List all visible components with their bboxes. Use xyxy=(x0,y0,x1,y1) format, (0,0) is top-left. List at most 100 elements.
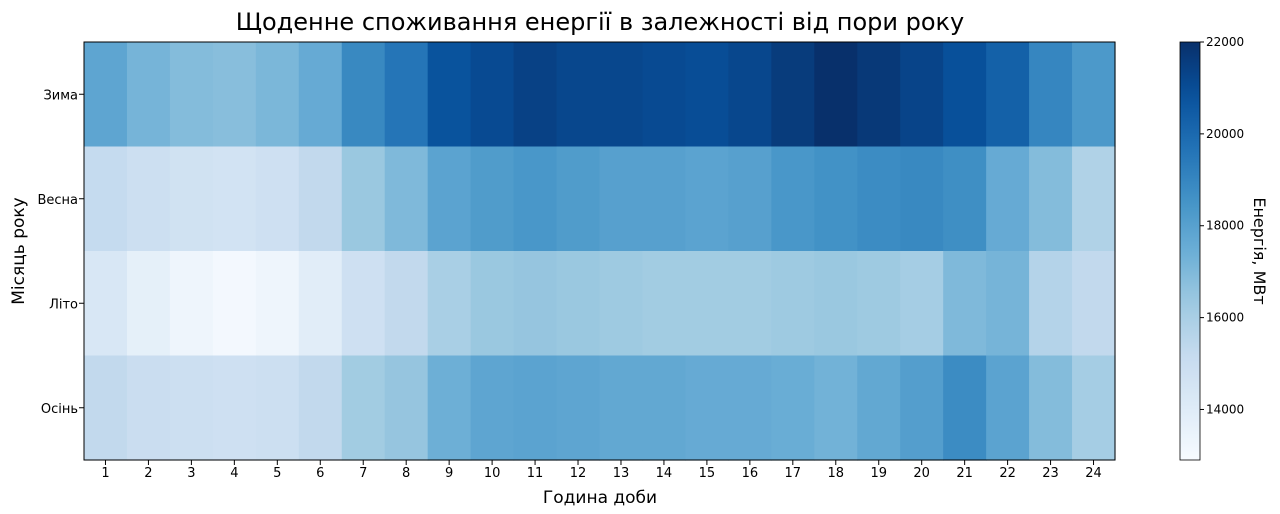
heatmap-cell xyxy=(341,42,386,148)
heatmap-cell xyxy=(84,251,128,357)
heatmap-cell xyxy=(427,42,472,148)
heatmap-cell xyxy=(728,251,772,357)
heatmap-cell xyxy=(1029,355,1073,461)
heatmap-cell xyxy=(427,146,472,252)
heatmap-cell xyxy=(986,42,1030,148)
x-tick-label: 23 xyxy=(1042,466,1059,481)
y-tick-label: Осінь xyxy=(41,402,78,417)
heatmap-cells xyxy=(84,42,1116,461)
heatmap-cell xyxy=(900,251,944,357)
x-tick-label: 8 xyxy=(402,466,410,481)
colorbar-tick-label: 22000 xyxy=(1206,35,1244,49)
heatmap-cell xyxy=(169,355,214,461)
heatmap-cell xyxy=(943,42,987,148)
heatmap-cell xyxy=(1029,42,1073,148)
heatmap-cell xyxy=(298,146,343,252)
heatmap-cell xyxy=(685,251,729,357)
heatmap-cell xyxy=(298,251,343,357)
colorbar-tick-label: 14000 xyxy=(1206,402,1244,416)
heatmap-cell xyxy=(126,251,171,357)
heatmap-cell xyxy=(642,42,687,148)
heatmap-cell xyxy=(1072,42,1116,148)
heatmap-cell xyxy=(513,355,558,461)
colorbar-label: Енергія, МВт xyxy=(1250,197,1269,304)
heatmap-cell xyxy=(84,146,128,252)
heatmap-cell xyxy=(427,251,472,357)
x-tick-label: 4 xyxy=(230,466,238,481)
heatmap-cell xyxy=(1072,146,1116,252)
heatmap-cell xyxy=(84,42,128,148)
x-tick-label: 18 xyxy=(827,466,844,481)
heatmap-cell xyxy=(728,146,772,252)
heatmap-cell xyxy=(685,146,729,252)
x-tick-label: 1 xyxy=(101,466,109,481)
heatmap-cell xyxy=(900,42,944,148)
heatmap-cell xyxy=(255,355,300,461)
heatmap-cell xyxy=(943,251,987,357)
heatmap-cell xyxy=(427,355,472,461)
y-tick-label: Весна xyxy=(37,193,78,208)
x-tick-label: 19 xyxy=(870,466,887,481)
heatmap-cell xyxy=(255,146,300,252)
x-axis-ticks: 1 2 3 4 5 6 7 8 9 10 11 12 13 14 15 16 17 18 19 20 21 22 23 24 xyxy=(101,460,1102,481)
heatmap-cell xyxy=(857,42,901,148)
heatmap-cell xyxy=(642,146,687,252)
heatmap-cell xyxy=(685,42,729,148)
heatmap-cell xyxy=(599,146,644,252)
heatmap-cell xyxy=(771,251,815,357)
heatmap-cell xyxy=(255,251,300,357)
heatmap-cell xyxy=(513,251,558,357)
heatmap-cell xyxy=(814,251,858,357)
x-tick-label: 13 xyxy=(613,466,630,481)
heatmap-cell xyxy=(1029,251,1073,357)
x-tick-label: 6 xyxy=(316,466,324,481)
heatmap-cell xyxy=(169,251,214,357)
heatmap-cell xyxy=(771,355,815,461)
heatmap-cell xyxy=(126,42,171,148)
heatmap-cell xyxy=(556,42,601,148)
heatmap-cell xyxy=(728,355,772,461)
heatmap-cell xyxy=(1072,355,1116,461)
heatmap-cell xyxy=(900,355,944,461)
heatmap-cell xyxy=(470,355,515,461)
heatmap-cell xyxy=(513,146,558,252)
heatmap-cell xyxy=(814,146,858,252)
heatmap-cell xyxy=(384,251,429,357)
x-axis-label: Година доби xyxy=(543,488,657,508)
heatmap-cell xyxy=(470,251,515,357)
heatmap-cell xyxy=(986,251,1030,357)
colorbar-tick-label: 18000 xyxy=(1206,219,1244,233)
heatmap-cell xyxy=(384,146,429,252)
heatmap-cell xyxy=(126,146,171,252)
x-tick-label: 15 xyxy=(699,466,716,481)
x-tick-label: 12 xyxy=(570,466,587,481)
heatmap-cell xyxy=(943,146,987,252)
x-tick-label: 11 xyxy=(527,466,544,481)
heatmap-cell xyxy=(470,42,515,148)
heatmap-cell xyxy=(255,42,300,148)
heatmap-cell xyxy=(470,146,515,252)
x-tick-label: 10 xyxy=(484,466,501,481)
heatmap-cell xyxy=(169,146,214,252)
heatmap-cell xyxy=(126,355,171,461)
heatmap-cell xyxy=(556,355,601,461)
heatmap-cell xyxy=(513,42,558,148)
heatmap-cell xyxy=(1029,146,1073,252)
colorbar-tick-label: 20000 xyxy=(1206,127,1244,141)
heatmap-cell xyxy=(212,146,257,252)
heatmap-cell xyxy=(986,146,1030,252)
y-tick-label: Зима xyxy=(43,88,78,103)
heatmap-cell xyxy=(212,355,257,461)
x-tick-label: 3 xyxy=(187,466,195,481)
x-tick-label: 5 xyxy=(273,466,281,481)
heatmap-cell xyxy=(1072,251,1116,357)
y-axis-ticks: Зима Весна Літо Осінь xyxy=(37,88,84,417)
heatmap-cell xyxy=(212,251,257,357)
heatmap-cell xyxy=(900,146,944,252)
heatmap-cell xyxy=(599,42,644,148)
heatmap-cell xyxy=(169,42,214,148)
heatmap-cell xyxy=(556,251,601,357)
x-tick-label: 24 xyxy=(1085,466,1102,481)
chart-title: Щоденне споживання енергії в залежності … xyxy=(236,8,965,36)
